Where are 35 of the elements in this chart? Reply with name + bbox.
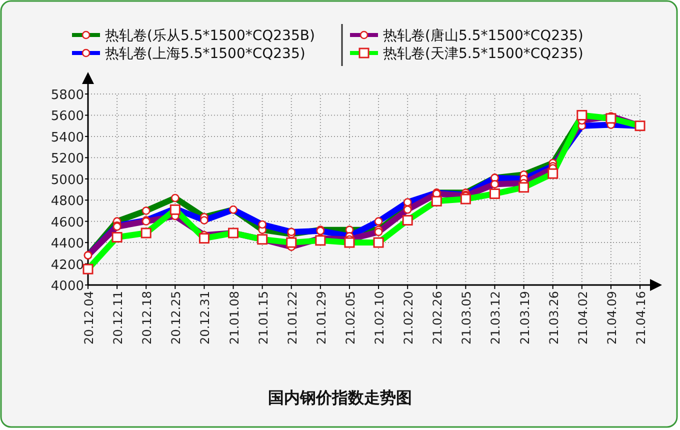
x-tick-label: 21.02.10 <box>372 291 387 344</box>
y-tick-label: 5400 <box>50 130 84 146</box>
y-tick-label: 5000 <box>50 172 84 188</box>
x-tick-label: 20.12.18 <box>140 291 154 344</box>
y-tick-label: 5200 <box>50 152 84 167</box>
x-tick-label: 21.02.20 <box>402 291 416 344</box>
x-tick-label: 21.01.22 <box>285 291 300 344</box>
x-tick-label: 20.12.31 <box>198 291 212 344</box>
legend-label: 热轧卷(乐从5.5*1500*CQ235B) <box>105 28 315 44</box>
x-tick-label: 21.03.19 <box>518 291 532 344</box>
y-tick-label: 5600 <box>50 109 84 124</box>
x-tick-label: 21.01.29 <box>314 291 328 344</box>
x-tick-label: 20.12.25 <box>169 291 184 344</box>
x-tick-label: 21.02.26 <box>430 291 445 344</box>
y-tick-label: 5800 <box>50 88 84 103</box>
legend-label: 热轧卷(天津5.5*1500*CQ235) <box>383 46 584 62</box>
y-tick-label: 4400 <box>50 236 84 252</box>
x-tick-label: 21.01.15 <box>256 291 270 344</box>
x-tick-label: 21.03.12 <box>488 291 503 344</box>
x-tick-label: 21.01.08 <box>227 291 242 344</box>
x-tick-label: 20.12.04 <box>82 291 96 344</box>
x-tick-label: 21.04.16 <box>634 291 648 344</box>
x-tick-label: 21.03.05 <box>460 291 474 344</box>
y-tick-label: 4200 <box>50 258 84 273</box>
x-tick-label: 21.04.02 <box>576 291 590 344</box>
legend-label: 热轧卷(唐山5.5*1500*CQ235) <box>383 28 584 44</box>
legend-label: 热轧卷(上海5.5*1500*CQ235) <box>105 46 306 62</box>
text: 国内钢价指数走势图 <box>268 388 412 407</box>
y-tick-label: 4600 <box>50 215 84 230</box>
y-tick-label: 4800 <box>50 194 84 210</box>
x-tick-label: 21.03.26 <box>546 291 561 344</box>
y-tick-label: 4000 <box>50 279 84 294</box>
x-tick-label: 21.04.09 <box>604 291 619 344</box>
x-tick-label: 20.12.11 <box>111 291 126 344</box>
x-tick-label: 21.02.05 <box>343 291 358 344</box>
